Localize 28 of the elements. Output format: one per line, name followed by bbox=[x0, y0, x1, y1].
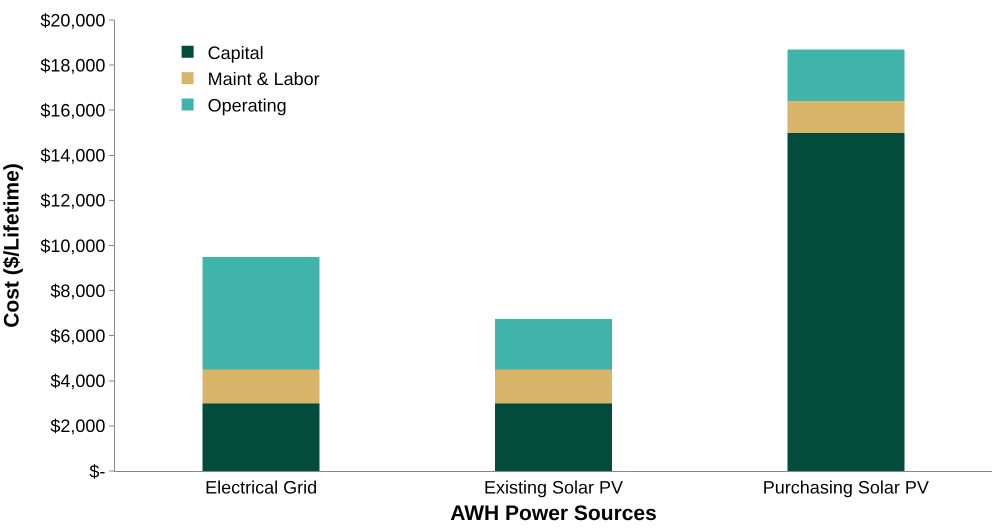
bar bbox=[202, 256, 320, 370]
bar bbox=[495, 403, 612, 471]
x-axis-title: AWH Power Sources bbox=[450, 502, 657, 525]
y-tick-label: $- bbox=[89, 461, 106, 482]
y-tick-label: $4,000 bbox=[50, 371, 106, 392]
legend-label: Operating bbox=[208, 96, 287, 116]
y-tick-label: $18,000 bbox=[40, 55, 106, 76]
bar bbox=[202, 403, 320, 471]
bar bbox=[495, 370, 612, 404]
y-tick-label: $16,000 bbox=[40, 100, 106, 120]
legend-label: Maint & Labor bbox=[208, 69, 320, 90]
x-tick-label: Purchasing Solar PV bbox=[762, 478, 929, 498]
y-tick-label: $2,000 bbox=[50, 416, 106, 436]
bar bbox=[495, 318, 612, 370]
y-tick-label: $12,000 bbox=[40, 190, 106, 211]
y-axis-title: Cost ($/Lifetime) bbox=[0, 163, 24, 328]
y-tick-label: $8,000 bbox=[50, 280, 106, 301]
legend-label: Capital bbox=[208, 42, 264, 63]
bar bbox=[787, 132, 904, 471]
bar bbox=[787, 101, 904, 133]
bar bbox=[202, 370, 320, 404]
y-tick-label: $10,000 bbox=[40, 236, 106, 256]
y-tick-label: $14,000 bbox=[40, 146, 106, 166]
y-tick-label: $20,000 bbox=[40, 10, 106, 30]
bar bbox=[787, 49, 904, 102]
y-tick-label: $6,000 bbox=[50, 326, 106, 346]
x-tick-label: Existing Solar PV bbox=[484, 478, 624, 498]
x-tick-label: Electrical Grid bbox=[205, 478, 318, 498]
